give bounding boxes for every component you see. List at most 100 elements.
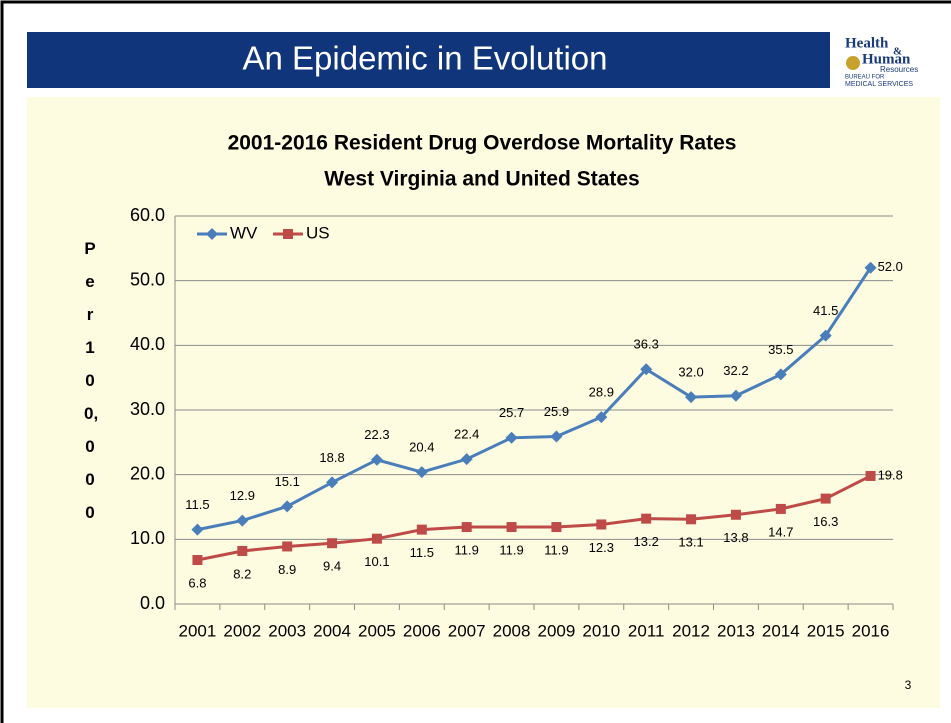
- data-label: 12.3: [589, 540, 614, 555]
- data-label: 8.9: [278, 562, 296, 577]
- point: [460, 453, 473, 466]
- point: [370, 453, 383, 466]
- x-tick-label: 2006: [403, 621, 441, 640]
- data-label: 6.8: [188, 575, 206, 590]
- point: [729, 389, 742, 402]
- data-label: 13.2: [634, 534, 659, 549]
- x-tick-label: 2016: [852, 621, 890, 640]
- point: [237, 545, 248, 556]
- point: [236, 514, 249, 527]
- point: [730, 509, 741, 520]
- point: [506, 522, 517, 533]
- data-label: 11.5: [410, 545, 434, 560]
- legend-marker: [283, 229, 293, 239]
- point: [416, 524, 427, 535]
- data-label: 12.9: [230, 488, 255, 503]
- x-tick-label: 2015: [807, 621, 845, 640]
- x-tick-label: 2007: [448, 621, 486, 640]
- data-label: 28.9: [589, 385, 614, 400]
- y-tick-label: 30.0: [130, 399, 165, 419]
- x-tick-label: 2008: [493, 621, 531, 640]
- header-title: An Epidemic in Evolution: [242, 40, 607, 77]
- data-label: 16.3: [813, 514, 838, 529]
- point: [865, 470, 876, 481]
- x-tick-label: 2004: [313, 621, 351, 640]
- data-label: 8.2: [233, 566, 251, 581]
- x-tick-label: 2011: [628, 621, 665, 640]
- chart-title: West Virginia and United States: [324, 168, 639, 191]
- logo-text: Human: [862, 51, 911, 67]
- y-tick-label: 20.0: [130, 463, 165, 483]
- x-tick-label: 2002: [223, 621, 261, 640]
- data-label: 11.9: [455, 542, 479, 557]
- y-tick-label: 50.0: [130, 269, 165, 289]
- data-label: 11.5: [185, 497, 209, 512]
- point: [282, 541, 293, 552]
- legend-label: WV: [230, 223, 258, 242]
- y-axis-label: Per 100,000: [84, 239, 99, 522]
- data-label: 36.3: [634, 337, 659, 352]
- chart-background: [27, 97, 940, 708]
- data-label: 11.9: [544, 542, 568, 557]
- point: [819, 329, 832, 342]
- data-label: 20.4: [409, 440, 434, 455]
- point: [775, 503, 786, 514]
- series-line: [197, 474, 872, 562]
- point: [774, 368, 787, 381]
- point: [596, 519, 607, 530]
- data-label: 19.8: [878, 467, 903, 482]
- point: [191, 523, 204, 536]
- point: [550, 430, 563, 443]
- x-tick-label: 2003: [268, 621, 306, 640]
- chart-title: 2001-2016 Resident Drug Overdose Mortali…: [228, 132, 737, 155]
- logo-seal: [846, 56, 860, 70]
- point: [864, 261, 877, 274]
- data-label: 15.1: [275, 474, 300, 489]
- data-label: 13.8: [723, 530, 748, 545]
- point: [595, 411, 608, 424]
- point: [551, 522, 562, 533]
- point: [686, 514, 697, 525]
- y-tick-label: 60.0: [130, 205, 165, 225]
- x-tick-label: 2001: [179, 621, 217, 640]
- y-tick-label: 0.0: [140, 593, 165, 613]
- point: [326, 476, 339, 489]
- data-label: 11.9: [499, 542, 523, 557]
- point: [820, 493, 831, 504]
- point: [461, 522, 472, 533]
- x-tick-label: 2013: [717, 621, 755, 640]
- x-tick-label: 2014: [762, 621, 800, 640]
- data-label: 18.8: [319, 450, 344, 465]
- data-label: 35.5: [768, 342, 793, 357]
- x-tick-label: 2009: [538, 621, 576, 640]
- data-label: 14.7: [768, 524, 793, 539]
- data-label: 13.1: [678, 535, 703, 550]
- point: [281, 500, 294, 513]
- x-tick-label: 2010: [582, 621, 620, 640]
- data-label: 32.2: [723, 363, 748, 378]
- point: [685, 391, 698, 404]
- point: [371, 533, 382, 544]
- logo-text: &: [893, 46, 902, 58]
- data-label: 41.5: [813, 303, 838, 318]
- data-label: 22.3: [364, 427, 389, 442]
- data-label: 22.4: [454, 427, 479, 442]
- data-label: 32.0: [678, 365, 703, 380]
- point: [327, 538, 338, 549]
- logo-text: BUREAU FOR: [845, 75, 885, 81]
- point: [641, 513, 652, 524]
- data-label: 25.9: [544, 404, 569, 419]
- page-number: 3: [905, 678, 912, 692]
- data-label: 25.7: [499, 405, 524, 420]
- data-label: 10.1: [364, 554, 389, 569]
- logo: Health & Human Resources BUREAU FOR MEDI…: [845, 35, 918, 87]
- data-label: 52.0: [878, 259, 903, 274]
- x-tick-label: 2012: [672, 621, 710, 640]
- logo-text: MEDICAL SERVICES: [845, 81, 913, 88]
- point: [505, 431, 518, 444]
- point: [192, 555, 203, 566]
- header-bar: [27, 32, 830, 88]
- legend-label: US: [306, 223, 330, 242]
